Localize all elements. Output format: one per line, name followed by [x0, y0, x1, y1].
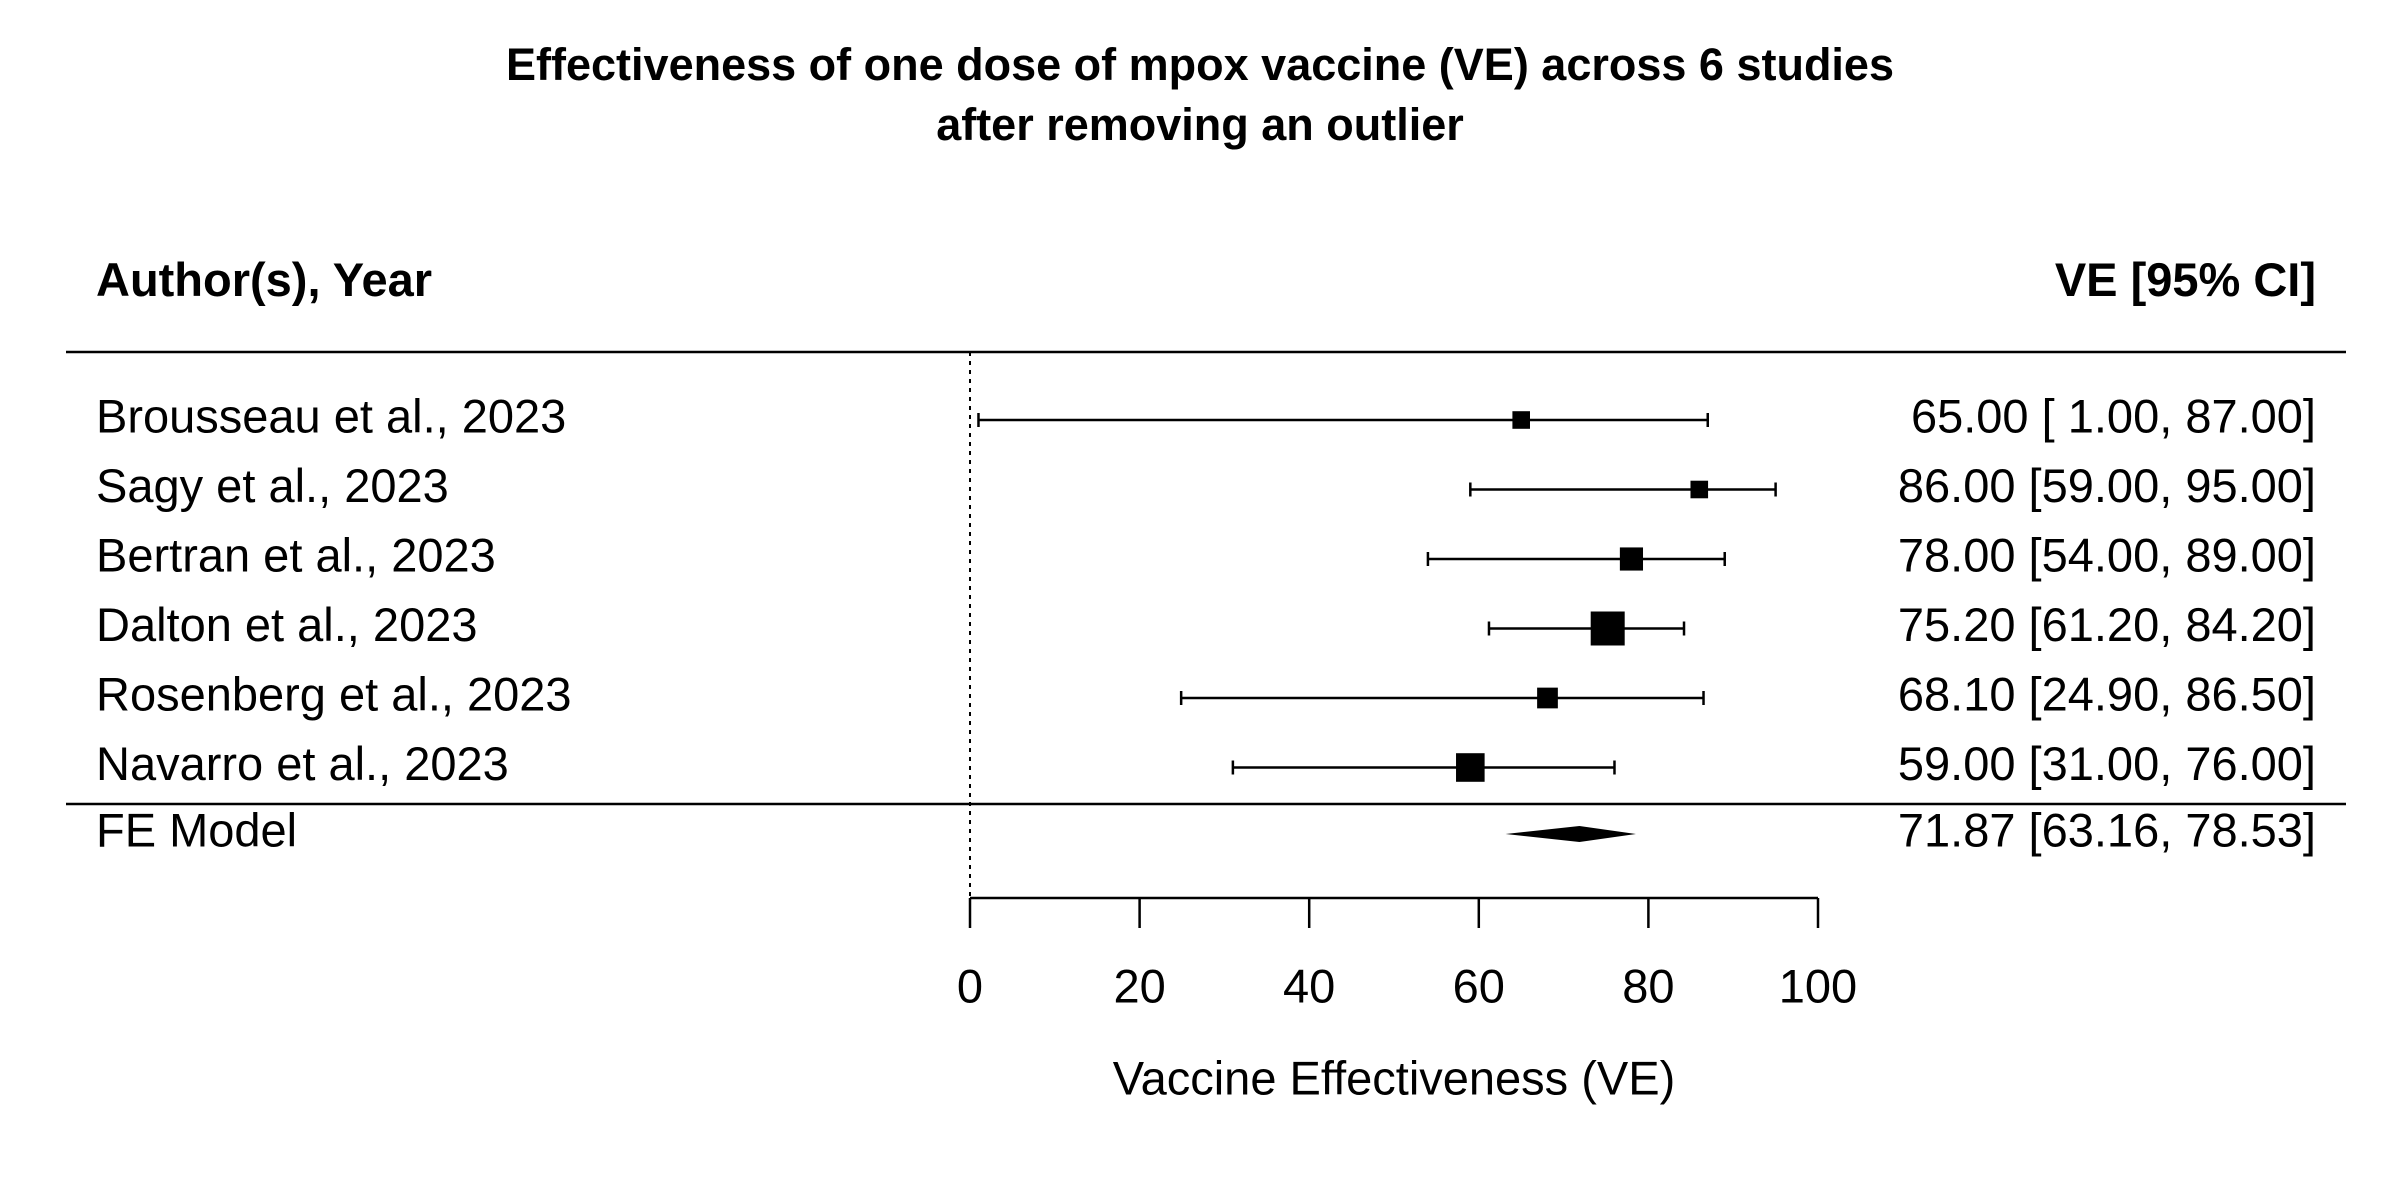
study-ci-text: 78.00 [54.00, 89.00]: [1898, 528, 2316, 581]
study-ci-text: 68.10 [24.90, 86.50]: [1898, 667, 2316, 720]
study-ci-text: 65.00 [ 1.00, 87.00]: [1911, 389, 2316, 442]
study-point: [1537, 687, 1558, 709]
chart-title-line-2: after removing an outlier: [936, 99, 1464, 150]
right-column-header: VE [95% CI]: [2054, 253, 2316, 306]
summary-diamond: [1505, 826, 1636, 842]
study-ci-text: 59.00 [31.00, 76.00]: [1898, 737, 2316, 790]
summary-label: FE Model: [96, 803, 297, 856]
x-tick-label: 40: [1283, 959, 1335, 1012]
study-label: Bertran et al., 2023: [96, 528, 496, 581]
study-point: [1690, 480, 1709, 499]
left-column-header: Author(s), Year: [96, 253, 433, 306]
study-ci-text: 86.00 [59.00, 95.00]: [1898, 459, 2316, 512]
x-axis-label: Vaccine Effectiveness (VE): [1113, 1051, 1676, 1104]
study-label: Brousseau et al., 2023: [96, 389, 566, 442]
study-point: [1512, 411, 1530, 429]
x-tick-label: 80: [1622, 959, 1674, 1012]
study-point: [1590, 611, 1625, 646]
study-label: Dalton et al., 2023: [96, 598, 478, 651]
study-label: Navarro et al., 2023: [96, 737, 509, 790]
study-point: [1619, 547, 1644, 571]
x-tick-label: 100: [1779, 959, 1857, 1012]
study-ci-text: 75.20 [61.20, 84.20]: [1898, 598, 2316, 651]
study-label: Rosenberg et al., 2023: [96, 667, 572, 720]
study-label: Sagy et al., 2023: [96, 459, 449, 512]
x-tick-label: 60: [1453, 959, 1505, 1012]
study-point: [1456, 753, 1485, 782]
summary-ci-text: 71.87 [63.16, 78.53]: [1898, 803, 2316, 856]
chart-title-line-1: Effectiveness of one dose of mpox vaccin…: [506, 39, 1894, 90]
x-tick-label: 0: [957, 959, 983, 1012]
x-tick-label: 20: [1113, 959, 1165, 1012]
